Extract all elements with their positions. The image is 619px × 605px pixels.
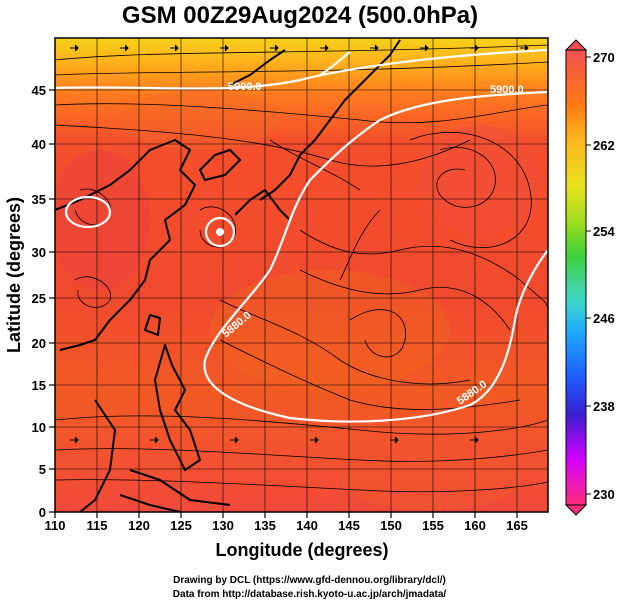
x-tick-label: 155: [422, 518, 444, 533]
y-tick-label: 5: [39, 462, 46, 477]
colorbar-tick-label: 270: [593, 50, 615, 65]
colorbar: 270 262 254 246 238 230: [564, 39, 615, 516]
colorbar-tick-label: 254: [593, 224, 615, 239]
y-tick-label: 15: [32, 378, 46, 393]
y-axis-title: Latitude (degrees): [4, 197, 24, 353]
colorbar-tick-label: 230: [593, 487, 615, 502]
wind-streamlines: [55, 44, 548, 493]
contour-label: 5900.0: [228, 81, 262, 93]
y-tick-label: 10: [32, 420, 46, 435]
x-tick-label: 125: [170, 518, 192, 533]
x-tick-label: 135: [254, 518, 276, 533]
geopotential-contours: [55, 48, 548, 423]
x-axis-title: Longitude (degrees): [215, 540, 388, 560]
contour-label: 5900.0: [490, 84, 524, 96]
y-tick-label: 30: [32, 245, 46, 260]
plot-frame: [54, 37, 549, 513]
x-tick-label: 115: [87, 518, 108, 533]
y-tick-label: 35: [32, 192, 46, 207]
x-tick-label: 150: [380, 518, 402, 533]
x-tick-label: 165: [506, 518, 528, 533]
drawing-credit: Drawing by DCL (https://www.gfd-dennou.o…: [173, 575, 446, 586]
x-tick-label: 110: [45, 518, 66, 533]
wind-arrows: [70, 44, 529, 444]
colorbar-tick-label: 238: [593, 399, 615, 414]
x-tick-label: 130: [212, 518, 234, 533]
data-credit: Data from http://database.rish.kyoto-u.a…: [172, 589, 447, 600]
y-tick-label: 40: [32, 137, 46, 152]
x-tick-label: 120: [128, 518, 150, 533]
y-tick-label: 0: [39, 505, 46, 520]
colorbar-tick-label: 262: [593, 138, 615, 153]
low-center-marker: [216, 228, 224, 236]
y-tick-label: 20: [32, 336, 46, 351]
map-title: GSM 00Z29Aug2024 (500.0hPa): [121, 2, 479, 29]
y-tick-label: 25: [32, 291, 46, 306]
x-tick-label: 145: [338, 518, 360, 533]
x-tick-label: 140: [296, 518, 318, 533]
x-tick-label: 160: [464, 518, 486, 533]
axis-ticks: [49, 89, 518, 518]
y-tick-label: 45: [32, 83, 46, 98]
colorbar-tick-label: 246: [593, 311, 615, 326]
